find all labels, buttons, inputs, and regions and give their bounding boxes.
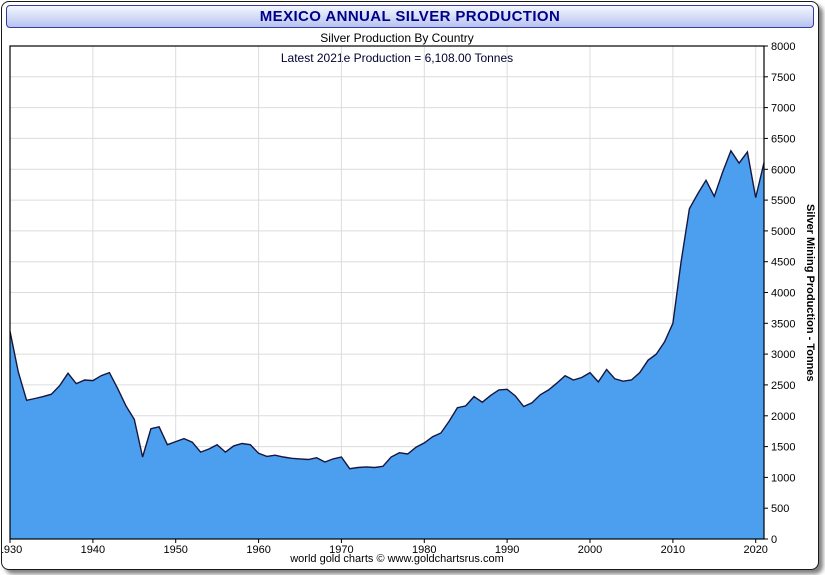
y-tick-label: 6000 <box>771 164 795 176</box>
y-tick-label: 5000 <box>771 226 795 238</box>
y-tick-label: 6500 <box>771 133 795 145</box>
plot-svg: 0 500 1000 1500 2000 2500 3000 3500 4000 4500 5000… <box>2 41 795 556</box>
x-tick-label: 1930 <box>2 544 22 556</box>
production-area-series <box>10 150 764 540</box>
y-tick-label: 5500 <box>771 195 795 207</box>
y-tick-label: 3500 <box>771 318 795 330</box>
x-tick-label: 1990 <box>495 544 519 556</box>
y-tick-label: 500 <box>771 503 789 515</box>
chart-title-bar: MEXICO ANNUAL SILVER PRODUCTION <box>6 5 814 28</box>
chart-subtitle: Silver Production By Country <box>320 31 474 45</box>
x-tick-label: 1970 <box>329 544 353 556</box>
y-tick-label: 8000 <box>771 41 795 53</box>
latest-production-annotation: Latest 2021e Production = 6,108.00 Tonne… <box>280 51 514 65</box>
y-tick-label: 4500 <box>771 257 795 269</box>
y-tick-label: 0 <box>771 534 777 546</box>
chart-title: MEXICO ANNUAL SILVER PRODUCTION <box>259 8 561 25</box>
y-tick-label: 3000 <box>771 349 795 361</box>
x-tick-label: 2020 <box>743 544 767 556</box>
x-tick-label: 1960 <box>246 544 270 556</box>
y-tick-label: 7000 <box>771 103 795 115</box>
x-tick-label: 1980 <box>412 544 436 556</box>
chart-footer-credit: world gold charts © www.goldchartsrus.co… <box>290 553 504 565</box>
production-line <box>9 149 765 470</box>
y-tick-label: 7500 <box>771 72 795 84</box>
y-tick-label: 4000 <box>771 288 795 300</box>
x-tick-label: 1940 <box>81 544 105 556</box>
x-tick-label: 2000 <box>578 544 602 556</box>
x-tick-label: 1950 <box>163 544 187 556</box>
y-tick-label: 1500 <box>771 442 795 454</box>
y-tick-label: 2000 <box>771 411 795 423</box>
y-axis-title: Silver Mining Production - Tonnes <box>804 203 816 382</box>
y-tick-label: 2500 <box>771 380 795 392</box>
x-tick-label: 2010 <box>661 544 685 556</box>
y-tick-label: 1000 <box>771 472 795 484</box>
